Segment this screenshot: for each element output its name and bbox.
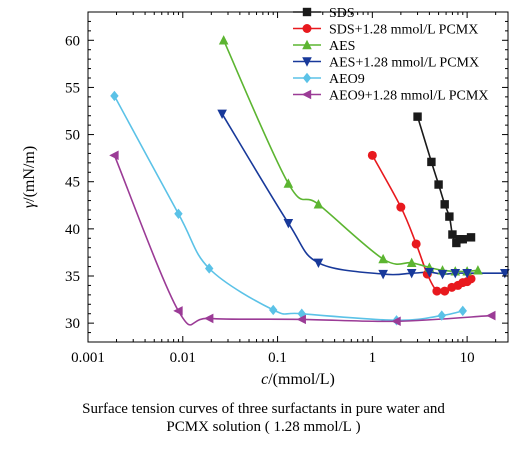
data-point-series-3 <box>283 219 294 229</box>
y-tick-label: 40 <box>65 222 80 238</box>
x-tick-label: 1 <box>369 350 377 366</box>
data-point-series-2 <box>313 199 324 209</box>
legend-swatch-marker <box>302 7 312 17</box>
x-axis-label: c/(mmol/L) <box>261 371 335 388</box>
data-point-series-3 <box>313 258 324 268</box>
data-point-series-4 <box>458 305 467 317</box>
data-point-series-5 <box>173 306 183 316</box>
data-point-series-2 <box>378 253 388 264</box>
data-point-series-1 <box>396 202 406 212</box>
y-axis-label: γ/(mN/m) <box>21 146 38 208</box>
data-point-series-2 <box>218 35 229 45</box>
data-point-series-3 <box>424 268 435 278</box>
data-point-series-1 <box>367 150 377 160</box>
caption-line-2: PCMX solution ( 1.28 mmol/L ) <box>166 419 361 435</box>
legend-label: SDS <box>329 6 355 21</box>
y-tick-label: 50 <box>65 128 80 144</box>
x-axis-label-unit: /(mmol/L) <box>268 371 335 388</box>
legend-label: AEO9+1.28 mmol/L PCMX <box>329 89 488 104</box>
data-point-series-3 <box>217 109 227 120</box>
legend-swatch-marker <box>302 57 312 67</box>
data-point-series-4 <box>437 310 446 321</box>
y-axis-label-variable: γ <box>21 201 38 208</box>
series-line-5 <box>113 154 492 326</box>
data-point-series-3 <box>378 269 388 280</box>
x-tick-label: 0.01 <box>170 350 196 366</box>
axes: 0.001 0.01 0.1 1 10 30 35 40 45 50 55 60 <box>65 11 508 366</box>
legend-label: AES+1.28 mmol/L PCMX <box>329 56 479 71</box>
y-tick-label: 55 <box>65 80 80 96</box>
y-tick-label: 35 <box>65 269 80 285</box>
legend-label: SDS+1.28 mmol/L PCMX <box>329 23 478 38</box>
data-point-series-1 <box>411 239 421 249</box>
fitted-curves <box>113 39 505 326</box>
data-point-series-1 <box>432 286 442 296</box>
data-point-series-3 <box>450 268 461 279</box>
y-tick-label: 30 <box>65 316 80 332</box>
legend-swatch-marker <box>302 39 312 50</box>
data-point-series-4 <box>110 90 119 102</box>
legend-label: AEO9 <box>329 72 365 87</box>
data-point-series-4 <box>174 208 183 219</box>
data-point-series-5 <box>486 310 496 321</box>
data-point-series-3 <box>462 268 472 279</box>
legend-swatch-marker <box>302 24 312 33</box>
caption-line-1: Surface tension curves of three surfacta… <box>82 401 445 417</box>
data-point-series-5 <box>296 314 306 325</box>
data-point-series-0 <box>440 200 449 209</box>
surface-tension-chart: 0.001 0.01 0.1 1 10 30 35 40 45 50 55 60 SDS SDS+1.2… <box>21 6 510 388</box>
x-tick-label: 10 <box>460 350 475 366</box>
figure-caption: Surface tension curves of three surfacta… <box>0 400 527 436</box>
data-point-series-3 <box>500 268 510 279</box>
data-point-series-5 <box>203 313 214 324</box>
data-point-series-0 <box>445 212 454 221</box>
data-point-series-2 <box>283 178 294 188</box>
legend-label: AES <box>329 39 355 54</box>
data-point-series-4 <box>269 304 278 316</box>
data-markers <box>109 35 510 327</box>
series-line-0 <box>416 116 472 244</box>
x-tick-label: 0.1 <box>268 350 287 366</box>
data-point-series-3 <box>437 269 448 280</box>
y-tick-label: 60 <box>65 33 80 49</box>
y-tick-label: 45 <box>65 175 80 191</box>
data-point-series-3 <box>406 268 417 279</box>
data-point-series-2 <box>406 257 417 267</box>
data-point-series-0 <box>448 230 457 239</box>
data-point-series-0 <box>413 112 422 121</box>
legend-swatch-marker <box>302 72 312 84</box>
data-point-series-2 <box>473 265 483 275</box>
y-axis-label-unit: /(mN/m) <box>21 146 38 202</box>
legend-swatch-marker <box>301 89 312 100</box>
data-point-series-5 <box>391 316 401 327</box>
data-point-series-0 <box>427 157 436 167</box>
x-axis-label-variable: c <box>261 371 268 388</box>
data-point-series-0 <box>466 233 476 242</box>
data-point-series-1 <box>466 274 476 284</box>
data-point-series-0 <box>458 235 467 244</box>
data-point-series-5 <box>109 150 119 161</box>
data-point-series-1 <box>440 286 450 296</box>
data-point-series-4 <box>204 263 214 274</box>
series-line-3 <box>221 113 505 276</box>
data-point-series-0 <box>434 180 443 189</box>
x-tick-label: 0.001 <box>71 350 105 366</box>
